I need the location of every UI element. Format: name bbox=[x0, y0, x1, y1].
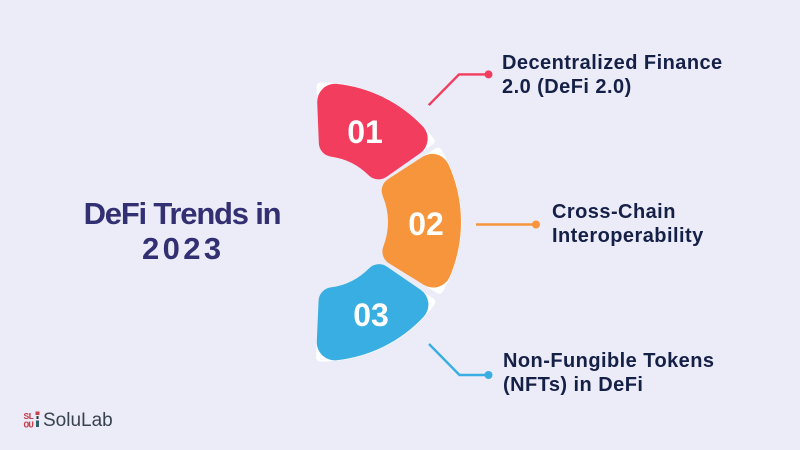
svg-text:OU: OU bbox=[24, 420, 35, 431]
svg-text:SL: SL bbox=[24, 411, 35, 422]
